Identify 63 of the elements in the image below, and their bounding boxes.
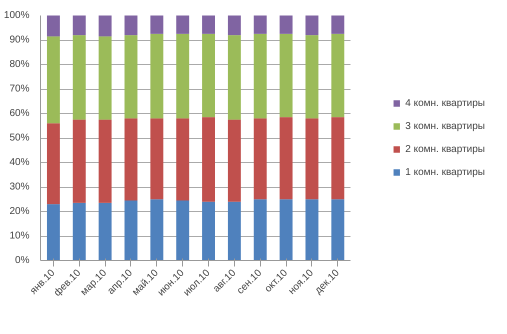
bar (46, 204, 60, 260)
y-tick-label: 80% (9, 59, 30, 70)
bar (176, 34, 190, 118)
bar (124, 200, 138, 260)
bar (124, 35, 138, 118)
legend-label: 2 комн. квартиры (405, 144, 485, 154)
y-tick-label: 90% (9, 34, 30, 46)
y-tick-label: 50% (9, 132, 30, 144)
bar (150, 34, 164, 118)
legend-label: 3 комн. квартиры (405, 120, 485, 132)
bar (46, 36, 60, 124)
y-tick-label: 60% (9, 108, 30, 119)
bar (254, 34, 267, 118)
y-tick-label: 20% (9, 206, 30, 217)
bar (254, 118, 267, 200)
bar (124, 16, 138, 36)
bar (228, 35, 241, 120)
legend-label: 4 комн. квартиры (405, 98, 485, 108)
bar (228, 202, 241, 260)
bar (280, 34, 293, 118)
bar (331, 199, 344, 260)
bar (331, 16, 344, 34)
bar (331, 117, 344, 200)
bar (305, 118, 318, 200)
bar (98, 16, 112, 36)
y-tick-label: 0% (15, 255, 30, 266)
bar (305, 35, 318, 118)
y-tick-label: 70% (9, 84, 30, 94)
bar (305, 199, 318, 260)
bar (176, 200, 190, 260)
bar (176, 118, 190, 200)
bar (150, 199, 164, 260)
bar (254, 199, 267, 260)
bar (254, 16, 267, 34)
bar (280, 16, 293, 34)
legend-label: 1 комн. квартиры (405, 166, 485, 178)
bar (46, 16, 60, 36)
bar (176, 16, 190, 34)
y-tick-label: 30% (9, 182, 30, 192)
bar (98, 120, 112, 203)
y-tick-label: 10% (9, 230, 30, 242)
y-tick-label: 40% (9, 157, 30, 168)
bar (280, 117, 293, 200)
bar (124, 118, 138, 200)
bar (202, 34, 216, 118)
bar (72, 202, 86, 260)
bar (72, 120, 86, 203)
bar (98, 36, 112, 120)
bar (202, 202, 216, 260)
y-tick-label: 100% (4, 10, 30, 21)
bar (150, 16, 164, 34)
bar (72, 35, 86, 120)
bar (202, 16, 216, 34)
bar (331, 34, 344, 118)
bar (72, 16, 86, 36)
bar (202, 117, 216, 202)
bar (46, 123, 60, 204)
bar (305, 16, 318, 36)
bar (98, 202, 112, 260)
bar (280, 199, 293, 260)
bar (228, 16, 241, 36)
bar (150, 118, 164, 200)
bar (228, 120, 241, 202)
